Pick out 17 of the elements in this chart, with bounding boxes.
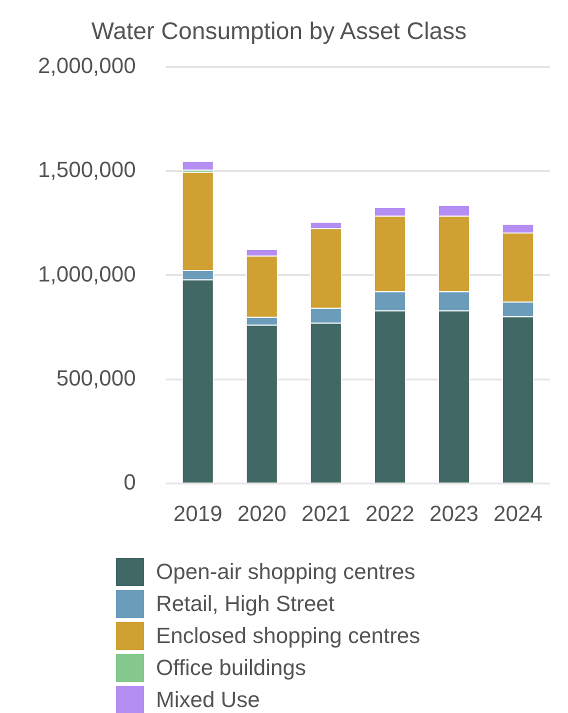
x-tick-label: 2023 <box>429 500 478 526</box>
x-tick-label: 2024 <box>494 500 542 526</box>
legend-label: Office buildings <box>156 655 306 681</box>
y-tick-label: 500,000 <box>56 365 136 390</box>
chart-title: Water Consumption by Asset Class <box>91 18 467 46</box>
legend-label: Open-air shopping centres <box>156 559 416 585</box>
legend-label: Mixed Use <box>156 687 260 713</box>
x-tick-label: 2021 <box>301 500 350 526</box>
y-tick-label: 1,500,000 <box>38 157 136 182</box>
x-tick-label: 2019 <box>173 500 222 526</box>
y-tick-label: 0 <box>124 470 136 495</box>
x-tick-label: 2022 <box>365 500 414 526</box>
y-tick-label: 1,000,000 <box>38 261 136 286</box>
x-tick-label: 2020 <box>237 500 286 526</box>
legend-label: Enclosed shopping centres <box>156 623 420 649</box>
legend-label: Retail, High Street <box>156 591 335 617</box>
y-tick-label: 2,000,000 <box>38 52 136 78</box>
